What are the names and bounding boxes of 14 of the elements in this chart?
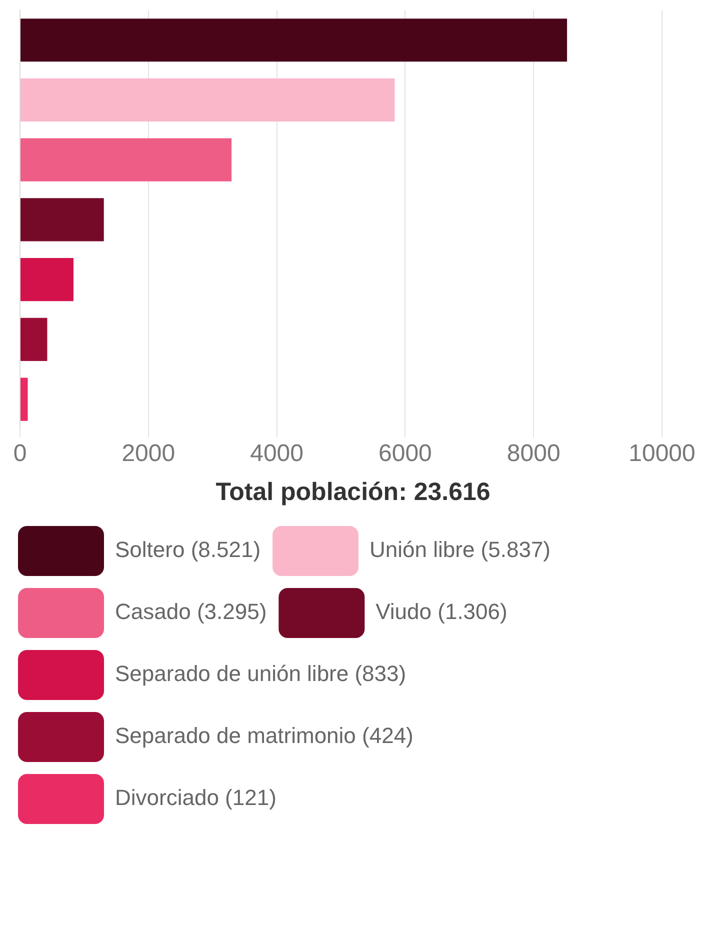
x-tick-label: 4000 <box>250 440 304 468</box>
x-tick-label: 6000 <box>378 440 432 468</box>
legend-label: Divorciado (121) <box>115 785 276 810</box>
legend-title: Total población: 23.616 <box>216 478 490 506</box>
x-tick-label: 0 <box>13 440 27 468</box>
x-tick-label: 2000 <box>122 440 176 468</box>
x-tick-label: 10000 <box>628 440 696 468</box>
legend-label: Viudo (1.306) <box>376 599 508 624</box>
x-tick-label: 8000 <box>506 440 560 468</box>
legend-label: Casado (3.295) <box>115 599 267 624</box>
legend-label: Separado de unión libre (833) <box>115 661 406 686</box>
legend-label: Separado de matrimonio (424) <box>115 723 414 748</box>
legend-label: Soltero (8.521) <box>115 537 261 562</box>
legend-label: Unión libre (5.837) <box>370 537 551 562</box>
